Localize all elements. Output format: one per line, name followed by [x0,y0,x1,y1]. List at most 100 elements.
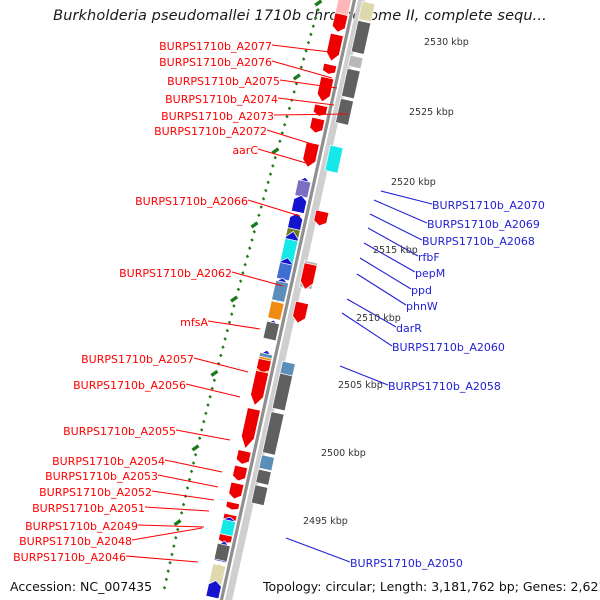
ruler-tick-mark [173,519,182,527]
gene-feature-box[interactable] [340,67,361,100]
gene-label[interactable]: BURPS1710b_A2055 [63,425,176,438]
gene-label[interactable]: BURPS1710b_A2049 [25,520,138,533]
ruler-tick-mark [185,486,190,490]
label-leader-line [137,524,205,528]
gene-label[interactable]: pepM [415,267,446,280]
label-leader-line [164,459,223,473]
status-bar: Accession: NC_007435 Topology: circular;… [0,574,600,600]
gene-feature-arrow-up[interactable] [313,209,330,227]
ruler-tick-mark [250,238,254,242]
gene-feature-arrow-up[interactable] [232,464,249,482]
ruler-tick-mark [264,188,268,193]
gene-label[interactable]: BURPS1710b_A2066 [135,195,248,208]
ruler-tick-mark [271,147,280,155]
gene-feature-box[interactable] [357,0,376,23]
gene-label[interactable]: BURPS1710b_A2053 [45,470,158,483]
gene-feature-box[interactable] [262,320,280,342]
ruler-tick-mark [230,312,234,316]
gene-feature-arrow-down[interactable] [290,194,308,215]
ruler-tick-label: 2515 kbp [373,245,418,256]
gene-label[interactable]: BURPS1710b_A2068 [422,235,535,248]
ruler-tick-mark [280,131,285,135]
page-title: Burkholderia pseudomallei 1710b chromoso… [53,8,547,24]
topology-summary-text: Topology: circular; Length: 3,181,762 bp… [262,579,600,594]
gene-label[interactable]: phnW [406,300,438,313]
gene-feature-arrow-up[interactable] [256,357,272,374]
ruler-tick-mark [232,304,236,308]
gene-feature-box[interactable] [261,411,285,456]
gene-label[interactable]: BURPS1710b_A2069 [427,218,540,231]
gene-label[interactable]: BURPS1710b_A2052 [39,486,152,499]
gene-label[interactable]: darR [396,322,422,335]
ruler-tick-mark [261,197,266,201]
gene-feature-box[interactable] [255,468,272,486]
gene-feature-arrow-up[interactable] [218,533,233,544]
gene-feature-arrow-up[interactable] [309,116,326,134]
gene-label[interactable]: BURPS1710b_A2075 [167,75,280,88]
gene-label[interactable]: BURPS1710b_A2060 [392,341,505,354]
gene-label[interactable]: BURPS1710b_A2077 [159,40,272,53]
ruler-tick-mark [285,114,289,119]
gene-feature-arrow-up[interactable] [322,62,338,75]
label-leader-line [373,199,428,224]
gene-feature-arrow-up[interactable] [292,300,310,324]
gene-feature-arrow-up[interactable] [228,481,245,500]
gene-feature-box[interactable] [271,372,294,412]
gene-label[interactable]: BURPS1710b_A2074 [165,93,278,106]
gene-label[interactable]: BURPS1710b_A2057 [81,353,194,366]
gene-feature-arrow-down[interactable] [205,580,222,600]
gene-label[interactable]: BURPS1710b_A2050 [350,557,463,570]
backbone-axis-line-0 [225,0,366,600]
gene-label[interactable]: BURPS1710b_A2076 [159,56,272,69]
gene-label[interactable]: BURPS1710b_A2054 [52,455,165,468]
gene-feature-box[interactable] [294,179,312,199]
gene-label[interactable]: ppd [411,284,432,297]
gene-label[interactable]: BURPS1710b_A2048 [19,535,132,548]
gene-label[interactable]: BURPS1710b_A2058 [388,380,501,393]
gene-feature-box[interactable] [271,279,290,303]
gene-label[interactable]: BURPS1710b_A2046 [13,551,126,564]
gene-label[interactable]: BURPS1710b_A2070 [432,199,545,212]
gene-feature-arrow-up[interactable] [326,32,344,62]
ruler-tick-label: 2510 kbp [356,313,401,324]
gene-label[interactable]: BURPS1710b_A2062 [119,267,232,280]
gene-label[interactable]: aarC [232,144,258,157]
gene-feature-arrow-up[interactable] [241,407,261,450]
ruler-tick-mark [168,561,172,565]
ruler-tick-mark [273,155,277,160]
gene-feature-box[interactable] [335,97,354,126]
gene-feature-box[interactable] [275,261,294,282]
gene-feature-box[interactable] [267,300,285,321]
gene-label[interactable]: BURPS1710b_A2072 [154,125,267,138]
gene-label[interactable]: BURPS1710b_A2056 [73,379,186,392]
gene-feature-arrow-up[interactable] [300,262,318,290]
gene-label[interactable]: rfbF [418,251,440,264]
ruler-tick-mark [189,469,194,474]
gene-feature-arrow-up[interactable] [250,369,270,407]
gene-label[interactable]: BURPS1710b_A2051 [32,502,145,515]
gene-feature-box[interactable] [324,144,344,174]
label-leader-line [185,383,241,398]
gene-feature-arrow-up[interactable] [235,449,252,465]
gene-feature-arrow-up[interactable] [316,75,335,103]
gene-feature-arrow-up[interactable] [225,500,241,511]
ruler-tick-label: 2495 kbp [303,516,348,527]
ruler-tick-mark [252,229,257,234]
gene-feature-arrow-up[interactable] [331,12,349,33]
ruler-tick-mark [204,411,208,416]
gene-feature-box[interactable] [258,454,275,472]
gene-feature-box[interactable] [350,19,372,55]
ruler-tick-mark [227,320,232,325]
ruler-tick-mark [191,444,200,452]
gene-label[interactable]: BURPS1710b_A2073 [161,110,274,123]
ruler-tick-mark [299,65,304,70]
ruler-tick-mark [238,279,243,283]
gene-feature-box[interactable] [250,484,269,507]
gene-label[interactable]: mfsA [180,316,208,329]
gene-feature-box[interactable] [213,542,231,563]
gene-feature-box[interactable] [347,54,364,70]
label-leader-line [151,490,215,501]
ruler-tick-mark [210,369,219,377]
